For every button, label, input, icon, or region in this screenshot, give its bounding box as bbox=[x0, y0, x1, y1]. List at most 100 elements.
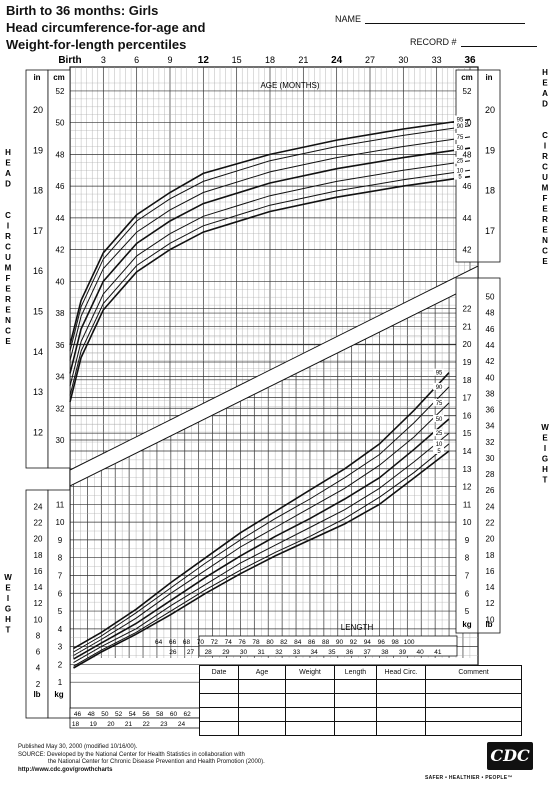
side-label-head-left: E bbox=[5, 337, 11, 346]
wt-kg-tick-label: 2 bbox=[58, 660, 63, 669]
wt-lb-right-tick-label: 16 bbox=[486, 567, 495, 576]
wt-lb-right-tick-label: 44 bbox=[486, 341, 495, 350]
wl-percentile-curve-label: 75 bbox=[436, 401, 443, 407]
wt-kg-tick-label: 5 bbox=[58, 607, 63, 616]
hc-in-right-tick-label: 17 bbox=[485, 226, 495, 236]
age-tick-label: 9 bbox=[167, 55, 172, 65]
wl-percentile-curve-label: 25 bbox=[436, 431, 443, 437]
record-table: Date Age Weight Length Head Circ. Commen… bbox=[199, 665, 522, 736]
wt-kg-right-tick-label: 20 bbox=[463, 340, 472, 349]
hc-cm-tick-label: 40 bbox=[56, 277, 65, 286]
wt-kg-right-tick-label: 14 bbox=[463, 447, 472, 456]
hc-percentile-curve bbox=[69, 118, 471, 345]
table-row[interactable] bbox=[199, 707, 522, 722]
hc-in-right-tick-label: 19 bbox=[485, 145, 495, 155]
side-label-head-left: R bbox=[5, 232, 11, 241]
unit-label-in-right: in bbox=[485, 73, 492, 82]
wt-lb-tick-label: 24 bbox=[34, 502, 43, 511]
wt-lb-right-tick-label: 42 bbox=[486, 357, 495, 366]
length-in-tick-label: 19 bbox=[90, 721, 98, 728]
record-line[interactable] bbox=[460, 36, 537, 47]
wt-lb-tick-label: 2 bbox=[36, 680, 41, 689]
age-tick-label: 21 bbox=[298, 55, 308, 65]
length-in-tick-label: 29 bbox=[222, 649, 230, 656]
scale-column bbox=[47, 489, 71, 719]
hc-in-tick-label: 14 bbox=[33, 347, 43, 357]
name-field[interactable]: NAME bbox=[335, 13, 526, 24]
hc-percentile-curve-label-bg bbox=[454, 172, 465, 180]
side-label-head-right: R bbox=[542, 215, 548, 224]
chart-title-block: Birth to 36 months: Girls Head circumfer… bbox=[6, 2, 336, 53]
hc-percentile-curve-label: 10 bbox=[457, 168, 464, 174]
hc-cm-right-tick-label: 50 bbox=[463, 119, 472, 128]
side-label-weight-right: W bbox=[541, 423, 549, 432]
wl-percentile-curve-label: 95 bbox=[436, 371, 443, 377]
side-label-head-right: E bbox=[542, 257, 548, 266]
table-row[interactable] bbox=[199, 693, 522, 708]
side-label-head-right: C bbox=[542, 247, 548, 256]
side-label-head-left: A bbox=[5, 169, 11, 178]
hc-cm-right-tick-label: 48 bbox=[463, 150, 472, 159]
length-in-tick-label: 41 bbox=[434, 649, 442, 656]
length-cm-tick-label: 70 bbox=[197, 639, 205, 646]
wt-lb-right-tick-label: 32 bbox=[486, 438, 495, 447]
hc-percentile-curve-label-bg bbox=[454, 156, 465, 164]
side-label-weight-left: E bbox=[5, 584, 11, 593]
wt-lb-right-tick-label: 36 bbox=[486, 406, 495, 415]
length-cm-tick-label: 48 bbox=[88, 711, 96, 718]
record-field[interactable]: RECORD # bbox=[410, 36, 537, 47]
side-label-head-right: N bbox=[542, 236, 548, 245]
unit-label-cm: cm bbox=[53, 73, 65, 82]
wt-kg-tick-label: 9 bbox=[58, 536, 63, 545]
length-in-tick-label: 38 bbox=[381, 649, 389, 656]
unit-label-lb-right: lb bbox=[485, 620, 492, 629]
wt-lb-right-tick-label: 12 bbox=[486, 599, 495, 608]
length-in-tick-label: 37 bbox=[364, 649, 372, 656]
hc-in-tick-label: 20 bbox=[33, 105, 43, 115]
wt-lb-tick-label: 16 bbox=[34, 567, 43, 576]
length-cm-tick-label: 52 bbox=[115, 711, 123, 718]
col-age: Age bbox=[238, 665, 286, 680]
wt-kg-right-tick-label: 22 bbox=[463, 305, 472, 314]
age-axis-title: AGE (MONTHS) bbox=[260, 81, 319, 90]
wt-kg-right-tick-label: 10 bbox=[463, 518, 472, 527]
table-row[interactable] bbox=[199, 679, 522, 694]
scale-column bbox=[477, 277, 501, 634]
length-cm-tick-label: 100 bbox=[404, 639, 415, 646]
hc-cm-tick-label: 34 bbox=[56, 373, 65, 382]
side-label-head-right: R bbox=[542, 152, 548, 161]
wt-lb-right-tick-label: 26 bbox=[486, 486, 495, 495]
length-cm-tick-label: 78 bbox=[252, 639, 260, 646]
table-row[interactable] bbox=[199, 721, 522, 736]
side-label-head-left: C bbox=[5, 243, 11, 252]
side-label-head-left: I bbox=[7, 222, 9, 231]
length-cm-tick-label: 72 bbox=[211, 639, 219, 646]
side-label-head-left: D bbox=[5, 180, 11, 189]
wt-lb-right-tick-label: 38 bbox=[486, 389, 495, 398]
side-label-weight-left: H bbox=[5, 615, 11, 624]
hc-in-right-tick-label: 20 bbox=[485, 105, 495, 115]
wl-percentile-curve bbox=[73, 443, 450, 667]
hc-percentile-curve-label-bg bbox=[454, 144, 465, 152]
side-label-head-right: I bbox=[544, 142, 546, 151]
wl-percentile-curve bbox=[73, 402, 450, 656]
hc-percentile-curve-label: 50 bbox=[457, 146, 464, 152]
length-cm-tick-label: 46 bbox=[74, 711, 82, 718]
length-in-tick-label: 35 bbox=[328, 649, 336, 656]
length-cm-tick-label: 76 bbox=[239, 639, 247, 646]
length-in-tick-label: 24 bbox=[178, 721, 186, 728]
footer-url[interactable]: http://www.cdc.gov/growthcharts bbox=[18, 766, 113, 773]
hc-in-tick-label: 15 bbox=[33, 306, 43, 316]
hc-percentile-curve-label-bg bbox=[454, 115, 465, 123]
side-label-head-left: E bbox=[5, 285, 11, 294]
length-in-tick-label: 36 bbox=[346, 649, 354, 656]
title-line-1: Birth to 36 months: Girls bbox=[6, 3, 159, 18]
side-label-head-right: F bbox=[543, 194, 548, 203]
wl-percentile-curve bbox=[73, 386, 450, 653]
wt-kg-tick-label: 11 bbox=[56, 500, 65, 509]
length-in-tick-label: 27 bbox=[187, 649, 195, 656]
name-line[interactable] bbox=[365, 13, 526, 24]
side-label-head-left: E bbox=[5, 306, 11, 315]
length-in-tick-label: 21 bbox=[125, 721, 133, 728]
side-label-head-left: M bbox=[5, 264, 12, 273]
